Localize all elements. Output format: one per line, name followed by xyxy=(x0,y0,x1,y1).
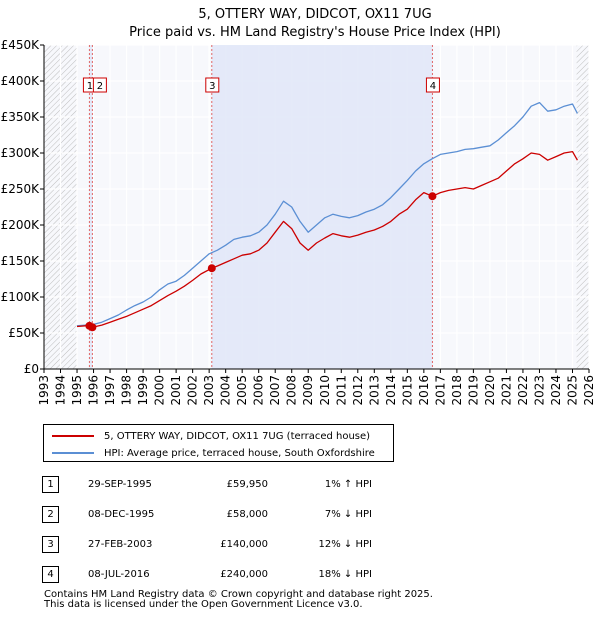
x-tick-label: 2012 xyxy=(351,375,365,406)
sale-number-badge: 2 xyxy=(42,506,59,523)
x-tick-label: 2019 xyxy=(466,375,480,406)
x-tick-label: 2010 xyxy=(318,375,332,406)
x-tick-label: 2002 xyxy=(186,375,200,406)
legend-swatch-property xyxy=(52,435,94,437)
x-tick-label: 2024 xyxy=(549,375,563,406)
legend-item-hpi: HPI: Average price, terraced house, Sout… xyxy=(44,445,375,461)
sale-row: 1 29-SEP-1995 £59,950 1% ↑ HPI xyxy=(40,474,600,498)
x-tick-label: 1995 xyxy=(70,375,84,406)
hpi-series-line xyxy=(76,101,578,327)
x-tick-label: 2013 xyxy=(367,375,381,406)
x-tick-label: 1997 xyxy=(103,375,117,406)
x-tick-label: 2001 xyxy=(169,375,183,406)
x-tick-label: 2009 xyxy=(301,375,315,406)
sale-hpi-diff: 12% ↓ HPI xyxy=(318,539,372,550)
sale-number-badge: 3 xyxy=(42,536,59,553)
sale-number-badge: 1 xyxy=(42,476,59,493)
sale-price: £240,000 xyxy=(220,569,268,580)
sale-date: 27-FEB-2003 xyxy=(88,539,153,550)
x-tick-label: 2008 xyxy=(285,375,299,406)
y-tick-label: £400K xyxy=(1,74,41,88)
x-tick-label: 2025 xyxy=(565,375,579,406)
x-tick-label: 2006 xyxy=(252,375,266,406)
sale-date: 08-DEC-1995 xyxy=(88,509,155,520)
footer-line-1: Contains HM Land Registry data © Crown c… xyxy=(44,589,433,600)
y-tick-label: £200K xyxy=(1,218,41,232)
y-tick-label: £300K xyxy=(1,146,41,160)
x-tick-label: 2000 xyxy=(153,375,167,406)
chart-legend: 5, OTTERY WAY, DIDCOT, OX11 7UG (terrace… xyxy=(43,424,394,462)
y-tick-label: £100K xyxy=(1,290,41,304)
sale-row: 2 08-DEC-1995 £58,000 7% ↓ HPI xyxy=(40,504,600,528)
sale-point xyxy=(207,264,216,273)
legend-item-property: 5, OTTERY WAY, DIDCOT, OX11 7UG (terrace… xyxy=(44,428,370,444)
x-tick-label: 1999 xyxy=(136,375,150,406)
x-tick-label: 2007 xyxy=(268,375,282,406)
x-tick-label: 2017 xyxy=(433,375,447,406)
chart-title-line2: Price paid vs. HM Land Registry's House … xyxy=(129,25,501,40)
x-tick-label: 2018 xyxy=(450,375,464,406)
sale-date: 29-SEP-1995 xyxy=(88,479,152,490)
x-tick-label: 2016 xyxy=(417,375,431,406)
chart-title-line1: 5, OTTERY WAY, DIDCOT, OX11 7UG xyxy=(198,7,431,22)
x-tick-label: 2015 xyxy=(400,375,414,406)
x-tick-label: 1994 xyxy=(54,375,68,406)
footer-line-2: This data is licensed under the Open Gov… xyxy=(44,599,363,610)
legend-label-hpi: HPI: Average price, terraced house, Sout… xyxy=(104,447,375,459)
x-tick-label: 2014 xyxy=(384,375,398,406)
sale-label-box xyxy=(205,77,220,93)
sale-row: 3 27-FEB-2003 £140,000 12% ↓ HPI xyxy=(40,534,600,558)
y-tick-label: £50K xyxy=(8,326,40,340)
x-tick-label: 2011 xyxy=(334,375,348,406)
sale-hpi-diff: 7% ↓ HPI xyxy=(324,509,372,520)
x-tick-label: 2003 xyxy=(202,375,216,406)
sale-point xyxy=(428,192,437,201)
y-tick-label: £150K xyxy=(1,254,41,268)
x-tick-label: 2005 xyxy=(235,375,249,406)
sale-number-badge: 4 xyxy=(42,566,59,583)
property-price-line xyxy=(76,150,578,328)
y-tick-label: £350K xyxy=(1,110,41,124)
sale-label-box xyxy=(92,77,107,93)
legend-swatch-hpi xyxy=(52,452,94,454)
sale-label-text: 3 xyxy=(209,81,215,92)
footer-attribution: Contains HM Land Registry data © Crown c… xyxy=(44,590,433,610)
sale-label-text: 2 xyxy=(97,81,103,92)
x-tick-label: 1996 xyxy=(87,375,101,406)
sale-hpi-diff: 1% ↑ HPI xyxy=(324,479,372,490)
sale-price: £140,000 xyxy=(220,539,268,550)
x-tick-label: 1998 xyxy=(120,375,134,406)
x-tick-label: 2020 xyxy=(483,375,497,406)
price-chart: 5, OTTERY WAY, DIDCOT, OX11 7UG Price pa… xyxy=(1,7,596,406)
x-tick-label: 2022 xyxy=(516,375,530,406)
sale-date: 08-JUL-2016 xyxy=(88,569,150,580)
sale-price: £58,000 xyxy=(226,509,268,520)
sale-point xyxy=(88,323,97,332)
ownership-span xyxy=(89,45,93,369)
x-tick-label: 2023 xyxy=(532,375,546,406)
x-tick-label: 2021 xyxy=(499,375,513,406)
sale-row: 4 08-JUL-2016 £240,000 18% ↓ HPI xyxy=(40,564,600,588)
sale-label-box xyxy=(425,77,440,93)
x-tick-label: 2004 xyxy=(219,375,233,406)
x-tick-label: 1993 xyxy=(37,375,51,406)
sale-label-text: 1 xyxy=(87,81,93,92)
sale-price: £59,950 xyxy=(226,479,268,490)
sale-label-text: 4 xyxy=(430,81,436,92)
ownership-span xyxy=(211,45,433,369)
y-tick-label: £0 xyxy=(24,362,39,376)
legend-label-property: 5, OTTERY WAY, DIDCOT, OX11 7UG (terrace… xyxy=(104,430,371,442)
y-tick-label: £450K xyxy=(1,38,41,52)
x-tick-label: 2026 xyxy=(582,375,596,406)
hatched-region-after xyxy=(576,45,589,369)
y-tick-label: £250K xyxy=(1,182,41,196)
sale-hpi-diff: 18% ↓ HPI xyxy=(318,569,372,580)
